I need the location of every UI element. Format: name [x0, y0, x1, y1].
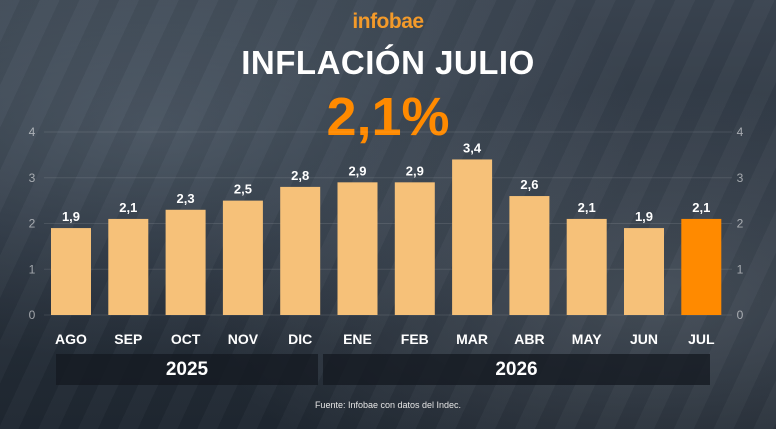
- bar-dic: [280, 186, 321, 315]
- data-label: 2,9: [406, 163, 424, 178]
- data-label: 2,6: [520, 177, 538, 192]
- bar-oct: [165, 209, 206, 315]
- y-tick-label-right: 3: [737, 171, 744, 185]
- x-tick-label: ENE: [343, 331, 372, 347]
- bar-nov: [222, 200, 263, 315]
- data-label: 1,9: [62, 209, 80, 224]
- y-tick-label-left: 1: [29, 262, 36, 276]
- year-band-2026: 2026: [323, 354, 710, 385]
- x-tick-label: SEP: [114, 331, 142, 347]
- data-label: 2,8: [291, 168, 309, 183]
- y-tick-label-right: 1: [737, 262, 744, 276]
- x-tick-label: JUN: [630, 331, 658, 347]
- x-tick-label: ABR: [514, 331, 544, 347]
- x-tick-label: MAR: [456, 331, 488, 347]
- source-note: Fuente: Infobae con datos del Indec.: [314, 400, 462, 410]
- y-tick-label-left: 4: [29, 125, 36, 139]
- bar-may: [566, 218, 607, 315]
- x-tick-label: FEB: [401, 331, 429, 347]
- x-tick-label: JUL: [688, 331, 715, 347]
- y-tick-label-right: 4: [737, 125, 744, 139]
- x-tick-label: OCT: [171, 331, 201, 347]
- x-tick-label: AGO: [55, 331, 87, 347]
- bar-ago: [51, 228, 91, 315]
- data-label: 2,1: [692, 200, 710, 215]
- y-tick-label-right: 2: [737, 217, 744, 231]
- x-tick-label: MAY: [572, 331, 602, 347]
- chart-title: INFLACIÓN JULIO: [241, 44, 535, 81]
- bar-jul: [681, 218, 722, 315]
- headline-value: 2,1%: [326, 87, 450, 147]
- year-band-2025: 2025: [56, 354, 318, 385]
- data-label: 2,9: [348, 163, 366, 178]
- data-label: 2,1: [119, 200, 137, 215]
- y-tick-label-left: 2: [29, 217, 36, 231]
- brand-logo: infobae: [352, 10, 424, 33]
- bar-feb: [394, 182, 435, 315]
- x-tick-label: NOV: [228, 331, 259, 347]
- bar-abr: [509, 196, 550, 315]
- bar-mar: [452, 159, 493, 315]
- data-label: 2,5: [234, 182, 252, 197]
- data-label: 2,1: [578, 200, 596, 215]
- bar-ene: [337, 182, 378, 315]
- data-label: 1,9: [635, 209, 653, 224]
- y-tick-label-left: 0: [29, 308, 36, 322]
- x-tick-label: DIC: [288, 331, 312, 347]
- y-tick-label-left: 3: [29, 171, 36, 185]
- bar-jun: [624, 228, 664, 315]
- data-label: 2,3: [177, 191, 195, 206]
- data-label: 3,4: [463, 140, 482, 155]
- bar-sep: [108, 218, 149, 315]
- y-tick-label-right: 0: [737, 308, 744, 322]
